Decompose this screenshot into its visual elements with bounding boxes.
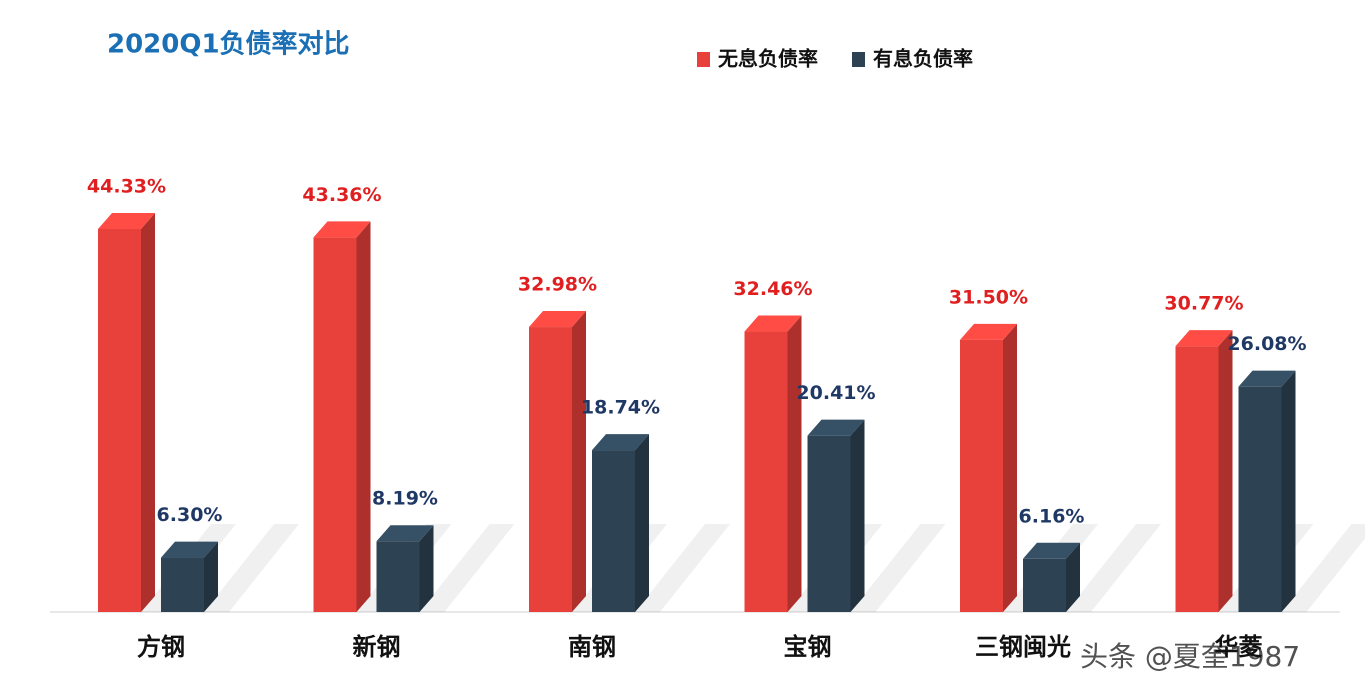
bar	[98, 213, 155, 612]
bar	[313, 221, 371, 612]
bar	[161, 541, 218, 612]
legend-swatch	[697, 52, 710, 67]
bar	[1238, 370, 1296, 612]
bar	[376, 525, 434, 612]
bar-front	[1023, 558, 1066, 612]
bar-side	[356, 221, 371, 612]
bar-front	[98, 229, 141, 612]
data-label: 32.98%	[518, 274, 597, 296]
data-label: 6.30%	[157, 504, 223, 526]
x-tick-label: 方钢	[137, 633, 185, 661]
bar-top	[960, 323, 1017, 340]
bar-top	[98, 213, 155, 229]
bar	[1023, 542, 1080, 612]
bar-front	[161, 557, 204, 612]
bar	[1175, 330, 1233, 612]
bar-front	[807, 435, 851, 612]
bar-side	[419, 525, 434, 612]
bar-side	[1066, 542, 1080, 612]
bar-side	[1281, 370, 1296, 612]
x-tick-label: 南钢	[568, 633, 616, 661]
bar	[807, 419, 865, 612]
bar-side	[1218, 330, 1233, 612]
bar-shadow	[204, 524, 299, 612]
x-tick-label: 三钢闽光	[975, 633, 1071, 661]
data-label: 18.74%	[581, 397, 660, 419]
data-label: 26.08%	[1227, 333, 1306, 355]
bar-side	[635, 434, 649, 612]
bar-shadow	[1066, 524, 1161, 612]
bar-top	[161, 541, 218, 558]
bar-front	[744, 331, 788, 612]
data-label: 32.46%	[733, 278, 812, 300]
bar-shadow	[419, 524, 515, 612]
legend-label: 有息负债率	[873, 47, 973, 71]
bar-top	[744, 315, 802, 332]
data-label: 43.36%	[302, 184, 381, 206]
data-label: 6.16%	[1019, 505, 1085, 527]
bar-side	[1003, 323, 1017, 612]
bar-top	[1175, 330, 1233, 347]
bar-front	[960, 339, 1003, 612]
bar-front	[592, 450, 635, 612]
bar	[744, 315, 802, 612]
bar	[529, 311, 586, 612]
bar-side	[572, 311, 586, 612]
bar-side	[141, 213, 155, 612]
bar-side	[787, 315, 802, 612]
x-tick-label: 华菱	[1215, 633, 1263, 661]
bar-front	[1238, 386, 1282, 612]
bar-side	[204, 541, 218, 612]
bar-side	[850, 419, 865, 612]
legend-label: 无息负债率	[718, 47, 818, 71]
bar-top	[592, 434, 649, 451]
x-tick-label: 宝钢	[784, 633, 832, 661]
data-label: 44.33%	[87, 176, 166, 198]
bar-shadow	[635, 524, 730, 612]
data-label: 31.50%	[949, 286, 1028, 308]
x-tick-label: 新钢	[353, 633, 401, 661]
bar-top	[1238, 370, 1296, 387]
chart-title: 2020Q1负债率对比	[107, 29, 350, 60]
bar-top	[376, 525, 434, 542]
bar-top	[1023, 542, 1080, 559]
bar	[960, 323, 1017, 612]
bar	[592, 434, 649, 612]
bar-front	[529, 327, 572, 612]
data-label: 20.41%	[796, 382, 875, 404]
bar-top	[313, 221, 371, 238]
legend-swatch	[852, 52, 865, 67]
bar-front	[376, 541, 420, 612]
bar-top	[529, 311, 586, 328]
bar-front	[313, 237, 357, 612]
bar-top	[807, 419, 865, 436]
data-label: 30.77%	[1164, 293, 1243, 315]
bar-shadow	[850, 524, 946, 612]
data-label: 8.19%	[372, 488, 438, 510]
watermark: 头条 @夏奎1987	[1080, 640, 1300, 673]
bar-front	[1175, 346, 1219, 612]
bar-shadow	[1281, 524, 1365, 612]
